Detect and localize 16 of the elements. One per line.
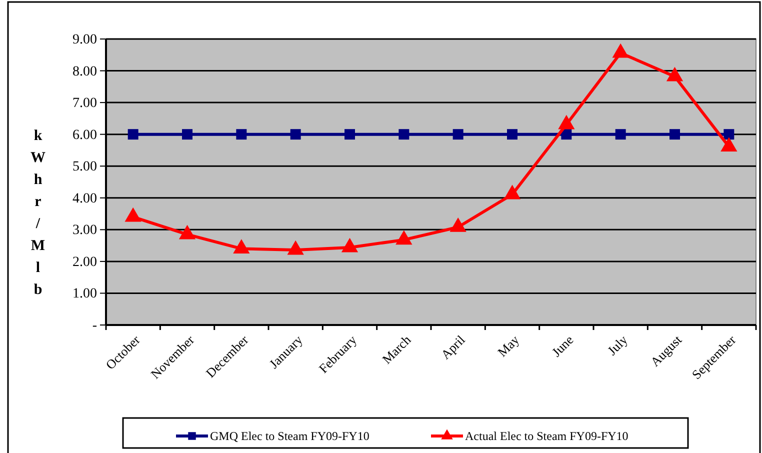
legend-label: GMQ Elec to Steam FY09-FY10 bbox=[210, 429, 370, 443]
y-tick-label: 6.00 bbox=[72, 128, 97, 143]
y-tick-label: 2.00 bbox=[72, 254, 97, 270]
y-tick-label: 8.00 bbox=[72, 64, 97, 80]
x-tick-label: July bbox=[604, 332, 631, 358]
legend-label: Actual Elec to Steam FY09-FY10 bbox=[465, 429, 628, 443]
x-tick-label: May bbox=[494, 332, 522, 360]
y-tick-label: 1.00 bbox=[72, 286, 97, 302]
y-axis-title: kWhr/Mlb bbox=[30, 128, 46, 298]
y-tick-label: 5.00 bbox=[72, 160, 97, 175]
y-tick-label: - bbox=[92, 318, 98, 334]
y-tick-label: 9.00 bbox=[72, 32, 97, 48]
y-tick-label: 4.00 bbox=[72, 191, 97, 206]
y-tick-label: 7.00 bbox=[72, 96, 97, 112]
y-tick-label: 3.00 bbox=[72, 223, 97, 238]
x-tick-label: June bbox=[548, 332, 576, 360]
